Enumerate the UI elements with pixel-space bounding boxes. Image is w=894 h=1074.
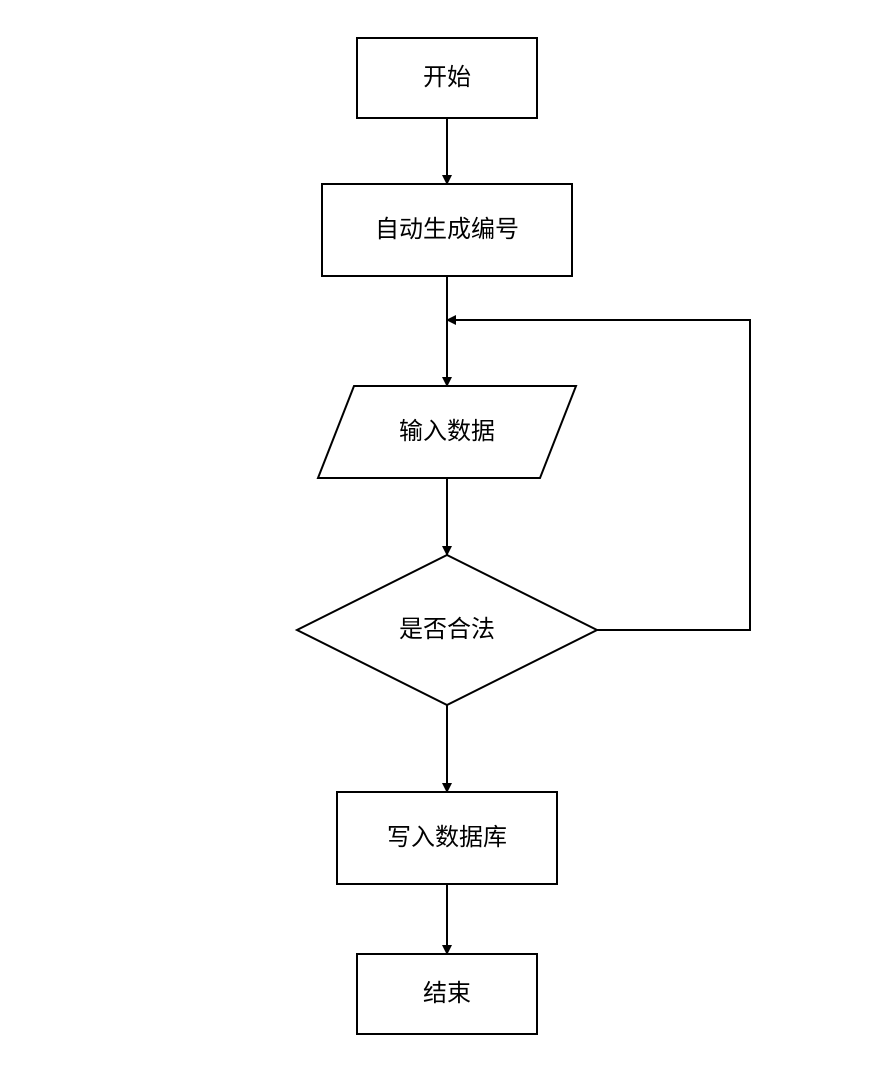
node-input-label: 输入数据 <box>399 418 495 445</box>
node-write_db: 写入数据库 <box>337 792 557 884</box>
node-gen_id-label: 自动生成编号 <box>375 216 519 243</box>
node-decision: 是否合法 <box>297 555 597 705</box>
node-start-label: 开始 <box>423 64 471 91</box>
node-end: 结束 <box>357 954 537 1034</box>
node-end-label: 结束 <box>423 980 471 1007</box>
node-start: 开始 <box>357 38 537 118</box>
node-gen_id: 自动生成编号 <box>322 184 572 276</box>
node-input: 输入数据 <box>318 386 576 478</box>
node-decision-label: 是否合法 <box>399 616 495 643</box>
flowchart-diagram: 开始自动生成编号输入数据是否合法写入数据库结束 <box>0 0 894 1074</box>
node-write_db-label: 写入数据库 <box>387 824 507 851</box>
